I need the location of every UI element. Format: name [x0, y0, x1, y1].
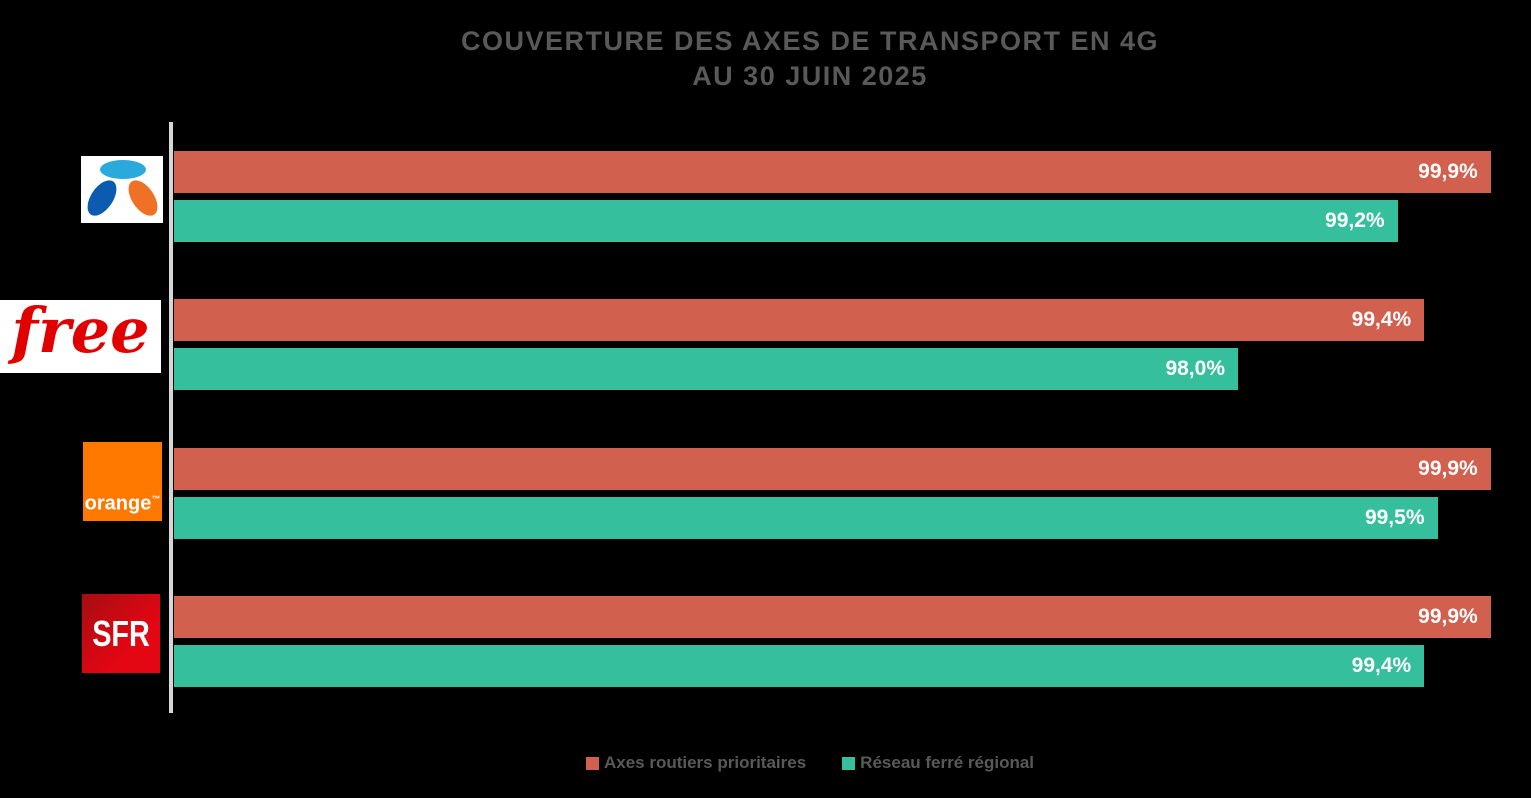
bar-value-label: 99,9% — [1418, 160, 1478, 183]
bar-bouygues-rail: 99,2% — [174, 200, 1398, 242]
legend-swatch-rail — [842, 756, 856, 770]
bar-value-label: 99,4% — [1351, 308, 1412, 331]
bar-value-label: 99,2% — [1325, 209, 1385, 232]
bar-value-label: 99,4% — [1351, 654, 1412, 677]
bar-value-label: 99,9% — [1418, 457, 1478, 480]
bar-sfr-routes: 99,9% — [174, 596, 1491, 638]
legend-swatch-routes — [585, 756, 599, 770]
chart-title: COUVERTURE DES AXES DE TRANSPORT EN 4G A… — [89, 24, 1531, 94]
sfr-logo: SFR — [82, 594, 160, 673]
chart-title-line2: AU 30 JUIN 2025 — [692, 61, 928, 91]
bar-bouygues-routes: 99,9% — [174, 151, 1491, 193]
bar-orange-routes: 99,9% — [174, 448, 1491, 490]
bar-free-rail: 98,0% — [174, 348, 1238, 390]
bar-sfr-rail: 99,4% — [174, 645, 1425, 687]
bouygues-telecom-logo — [81, 156, 163, 223]
orange-tm-mark: ™ — [151, 494, 161, 505]
bar-value-label: 99,5% — [1364, 506, 1425, 529]
orange-logo: orange™ — [83, 442, 162, 521]
bouygues-ellipses-icon — [87, 160, 158, 216]
bar-orange-rail: 99,5% — [174, 497, 1438, 539]
y-axis-line — [169, 122, 173, 713]
free-logo-text: free — [11, 300, 150, 367]
legend-item-routes: Axes routiers prioritaires — [585, 753, 807, 773]
bar-value-label: 99,9% — [1418, 605, 1478, 628]
bar-free-routes: 99,4% — [174, 299, 1425, 341]
legend-label-routes: Axes routiers prioritaires — [603, 753, 807, 772]
legend-label-rail: Réseau ferré régional — [860, 753, 1035, 772]
free-logo: free — [0, 300, 161, 373]
legend: Axes routiers prioritaires Réseau ferré … — [89, 750, 1531, 776]
legend-item-rail: Réseau ferré régional — [842, 753, 1034, 773]
bar-value-label: 98,0% — [1165, 357, 1225, 380]
orange-logo-text: orange — [84, 493, 152, 515]
chart-title-line1: COUVERTURE DES AXES DE TRANSPORT EN 4G — [460, 26, 1160, 56]
sfr-logo-text: SFR — [92, 612, 150, 654]
